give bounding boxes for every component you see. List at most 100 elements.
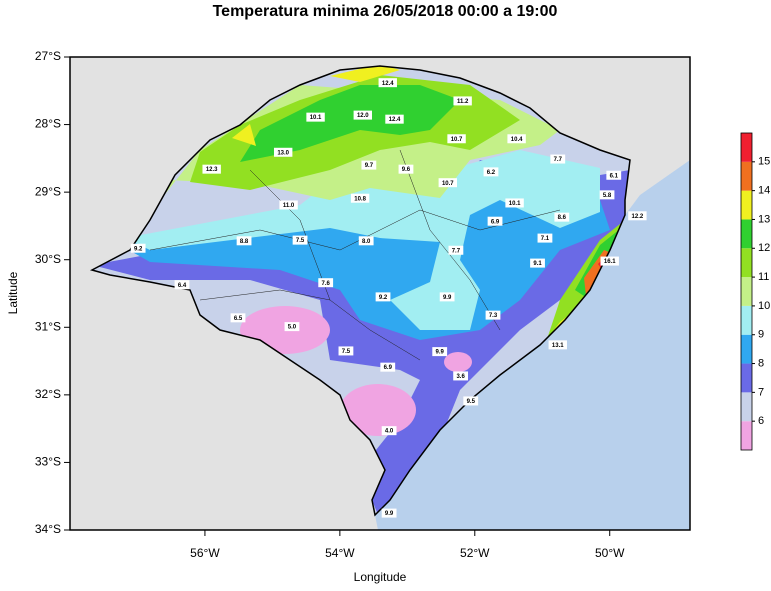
colorbar-tick-label: 8 — [758, 357, 764, 369]
y-tick-label: 30°S — [35, 252, 61, 266]
station-label: 4.0 — [385, 429, 394, 435]
station-label: 13.0 — [277, 150, 289, 156]
colorbar-swatch — [741, 392, 752, 422]
colorbar-frame — [740, 132, 753, 451]
station-box — [279, 200, 298, 210]
colorbar-swatch — [741, 421, 752, 450]
ocean — [375, 160, 690, 530]
y-axis-label: Latitude — [6, 271, 20, 314]
station-label: 12.0 — [357, 113, 369, 119]
station-label: 8.0 — [362, 239, 371, 245]
station-label: 7.6 — [322, 281, 331, 287]
station-box — [284, 322, 300, 332]
station-box — [292, 235, 308, 245]
level-area — [125, 150, 600, 330]
station-box — [350, 193, 370, 203]
station-box — [487, 216, 503, 226]
colorbar-swatch — [741, 277, 752, 306]
colorbar-tick-label: 9 — [758, 329, 764, 341]
y-tick-label: 29°S — [35, 184, 61, 198]
map-area — [70, 57, 690, 530]
x-axis-label: Longitude — [354, 570, 407, 584]
station-label: 9.9 — [443, 295, 452, 301]
station-label: 6.2 — [487, 170, 496, 176]
station-box — [438, 178, 458, 188]
colorbar-swatch — [741, 305, 752, 335]
station-box — [530, 258, 545, 268]
level-area — [340, 384, 416, 436]
station-box — [398, 164, 414, 174]
station-box — [375, 292, 391, 302]
station-box — [485, 310, 501, 320]
station-label: 11.2 — [457, 99, 469, 105]
station-label: 10.1 — [310, 115, 322, 121]
station-label: 9.6 — [402, 167, 411, 173]
colorbar-swatch — [741, 334, 752, 364]
station-label: 6.4 — [178, 283, 187, 289]
station-box — [306, 112, 325, 122]
station-label: 8.8 — [240, 239, 249, 245]
colorbar-swatch — [741, 190, 752, 220]
station-label: 7.7 — [452, 248, 461, 254]
station-label: 6.1 — [610, 173, 619, 179]
colorbar-tick-label: 15 — [758, 156, 770, 168]
station-box — [448, 245, 464, 255]
y-tick-label: 34°S — [35, 522, 61, 536]
station-label: 10.1 — [509, 201, 521, 207]
station-label: 7.1 — [541, 236, 550, 242]
station-box — [338, 346, 354, 356]
station-box — [453, 96, 472, 106]
x-tick-label: 50°W — [595, 546, 625, 560]
station-label: 12.4 — [382, 81, 394, 87]
station-label: 12.2 — [632, 214, 644, 220]
stations: 12.4 11.2 10.1 12.0 12.4 10.7 10.4 13.0 7.7 12.3 9… — [130, 78, 647, 518]
station-box — [628, 211, 647, 221]
x-tick-label: 56°W — [190, 546, 220, 560]
station-box — [385, 114, 404, 124]
station-box — [463, 396, 479, 406]
station-box — [537, 233, 553, 243]
station-box — [483, 167, 499, 177]
station-box — [447, 134, 466, 144]
station-label: 9.2 — [379, 295, 388, 301]
station-box — [378, 78, 397, 88]
y-tick-label: 27°S — [35, 49, 61, 63]
colorbar-tick-label: 14 — [758, 185, 770, 197]
y-tick-label: 32°S — [35, 387, 61, 401]
y-tick-label: 33°S — [35, 455, 61, 469]
station-box — [381, 508, 397, 518]
station-box — [554, 212, 570, 222]
station-box — [381, 426, 397, 436]
colorbar-swatch — [741, 248, 752, 278]
station-box — [507, 134, 526, 144]
station-box — [361, 160, 377, 170]
station-label: 5.8 — [603, 193, 612, 199]
station-box — [439, 292, 455, 302]
colorbar-swatch — [741, 161, 752, 191]
station-box — [599, 190, 615, 200]
station-label: 5.0 — [288, 325, 297, 331]
station-box — [236, 236, 252, 246]
station-box — [606, 170, 622, 180]
station-box — [453, 371, 469, 381]
station-label: 6.5 — [234, 316, 243, 322]
level-area — [120, 182, 610, 515]
station-box — [318, 278, 334, 288]
station-label: 9.9 — [385, 511, 394, 517]
colorbar-tick-label: 7 — [758, 386, 764, 398]
colorbar-tick-label: 11 — [758, 271, 769, 283]
station-label: 7.5 — [342, 349, 351, 355]
y-tick-label: 31°S — [35, 319, 61, 333]
station-box — [130, 243, 146, 253]
station-label: 7.3 — [489, 313, 498, 319]
station-label: 16.1 — [604, 259, 616, 265]
state-border — [89, 65, 631, 517]
y-tick-label: 28°S — [35, 117, 61, 131]
plot-frame — [69, 56, 691, 531]
station-label: 3.6 — [456, 374, 465, 380]
station-label: 8.6 — [558, 215, 567, 221]
station-label: 10.8 — [354, 196, 366, 202]
station-box — [273, 147, 293, 157]
